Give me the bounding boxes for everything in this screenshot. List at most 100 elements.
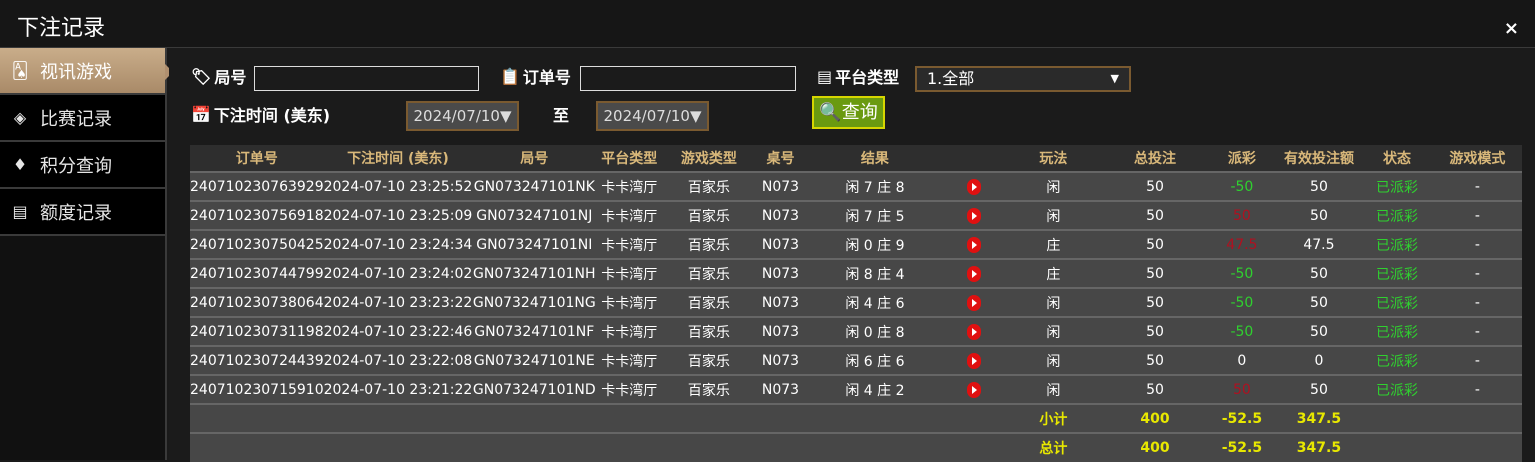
cell: 卡卡湾厅: [596, 258, 663, 288]
date-from-select[interactable]: 2024/07/10▼: [406, 101, 519, 131]
cell: 已派彩: [1361, 316, 1433, 346]
cell: 已派彩: [1361, 229, 1433, 259]
cell: 百家乐: [662, 345, 756, 375]
cell: 闲 4 庄 2: [805, 374, 945, 404]
cell: 240710230756918: [190, 200, 324, 230]
cell: 2024-07-10 23:22:46: [323, 316, 473, 346]
table-row: 240710230763929 2024-07-10 23:25:52 GN0732…: [190, 171, 1522, 201]
replay-cell: [944, 287, 1004, 317]
cell: 400: [1102, 432, 1208, 462]
cell: 2024-07-10 23:23:22: [323, 287, 473, 317]
cell: 已派彩: [1361, 287, 1433, 317]
cell: 卡卡湾厅: [596, 316, 663, 346]
replay-cell: [944, 258, 1004, 288]
cell: 闲 4 庄 6: [805, 287, 945, 317]
play-icon[interactable]: [967, 207, 982, 224]
cell: 240710230738064: [190, 287, 324, 317]
close-icon[interactable]: ×: [1503, 18, 1519, 39]
play-icon[interactable]: [967, 236, 982, 253]
cell: 2024-07-10 23:24:02: [323, 258, 473, 288]
sidebar-icon: 🂡: [11, 61, 29, 80]
to-label: 至: [553, 106, 570, 125]
cell: -50: [1207, 287, 1277, 317]
replay-cell: [944, 345, 1004, 375]
cell: -: [1432, 200, 1522, 230]
cell: N073: [755, 258, 806, 288]
cell: 百家乐: [662, 316, 756, 346]
cell: 卡卡湾厅: [596, 287, 663, 317]
cell: 闲 6 庄 6: [805, 345, 945, 375]
order-input[interactable]: [580, 66, 796, 91]
column-header: 结果: [805, 145, 945, 172]
cell: 50: [1102, 287, 1208, 317]
calendar-icon: 📅: [191, 104, 211, 124]
cell: 240710230744799: [190, 258, 324, 288]
cell: 闲 7 庄 5: [805, 200, 945, 230]
sidebar-item-label: 视讯游戏: [40, 61, 112, 83]
cell: 闲: [1003, 287, 1103, 317]
cell: 50: [1102, 258, 1208, 288]
cell: -: [1432, 171, 1522, 201]
play-icon[interactable]: [967, 352, 982, 369]
cell: 50: [1276, 316, 1362, 346]
cell: [596, 432, 663, 462]
cell: GN073247101NE: [472, 345, 597, 375]
cell: -: [1432, 345, 1522, 375]
cell: 50: [1207, 200, 1277, 230]
cell: -: [1432, 229, 1522, 259]
round-input[interactable]: [254, 66, 479, 91]
cell: [472, 403, 597, 433]
cell: -: [1432, 374, 1522, 404]
sidebar-item-label: 比赛记录: [40, 108, 112, 130]
cell: 百家乐: [662, 374, 756, 404]
bet-records-table: 订单号 下注时间 (美东) 局号 平台类型 游戏类型 桌号 结果 玩法 总投注 派彩 有效投注额 状态…: [190, 145, 1522, 462]
cell: 闲: [1003, 374, 1103, 404]
cell: 2024-07-10 23:25:52: [323, 171, 473, 201]
cell: 50: [1276, 171, 1362, 201]
date-to-select[interactable]: 2024/07/10▼: [596, 101, 709, 131]
cell: 347.5: [1276, 432, 1362, 462]
table-row: 240710230715910 2024-07-10 23:21:22 GN0732…: [190, 374, 1522, 404]
column-header: [944, 145, 1004, 172]
play-icon[interactable]: [967, 381, 982, 398]
column-header: 总投注: [1102, 145, 1208, 172]
cell: 50: [1276, 200, 1362, 230]
cell: [755, 403, 806, 433]
platform-select[interactable]: 1.全部 ▼: [915, 66, 1131, 92]
grandtotal-row: 总计 400 -52.5 347.5: [190, 432, 1522, 462]
sidebar-item-1[interactable]: ◈ 比赛记录: [0, 95, 165, 142]
sidebar-icon: ◈: [13, 108, 27, 127]
sidebar-item-3[interactable]: ▤ 额度记录: [0, 189, 165, 236]
cell: 240710230763929: [190, 171, 324, 201]
query-button[interactable]: 🔍查询: [812, 96, 885, 129]
list-icon: ▤: [817, 66, 833, 86]
column-header: 桌号: [755, 145, 806, 172]
replay-cell: [944, 171, 1004, 201]
cell: 百家乐: [662, 229, 756, 259]
cell: -52.5: [1207, 403, 1277, 433]
cell: 卡卡湾厅: [596, 345, 663, 375]
cell: [805, 432, 945, 462]
sidebar-item-0[interactable]: 🂡 视讯游戏: [0, 48, 173, 95]
column-header: 派彩: [1207, 145, 1277, 172]
cell: 闲: [1003, 316, 1103, 346]
column-header: 局号: [472, 145, 597, 172]
cell: N073: [755, 287, 806, 317]
cell: -: [1432, 258, 1522, 288]
replay-cell: [944, 374, 1004, 404]
cell: GN073247101NK: [472, 171, 597, 201]
cell: 卡卡湾厅: [596, 229, 663, 259]
play-icon[interactable]: [967, 178, 982, 195]
play-icon[interactable]: [967, 265, 982, 282]
cell: -50: [1207, 171, 1277, 201]
cell: 50: [1276, 374, 1362, 404]
play-icon[interactable]: [967, 323, 982, 340]
sidebar-item-2[interactable]: ♦ 积分查询: [0, 142, 165, 189]
column-header: 玩法: [1003, 145, 1103, 172]
time-label: 📅 下注时间 (美东): [191, 104, 331, 126]
play-icon[interactable]: [967, 294, 982, 311]
cell: N073: [755, 200, 806, 230]
cell: 240710230731198: [190, 316, 324, 346]
cell: 2024-07-10 23:25:09: [323, 200, 473, 230]
column-header: 状态: [1361, 145, 1433, 172]
